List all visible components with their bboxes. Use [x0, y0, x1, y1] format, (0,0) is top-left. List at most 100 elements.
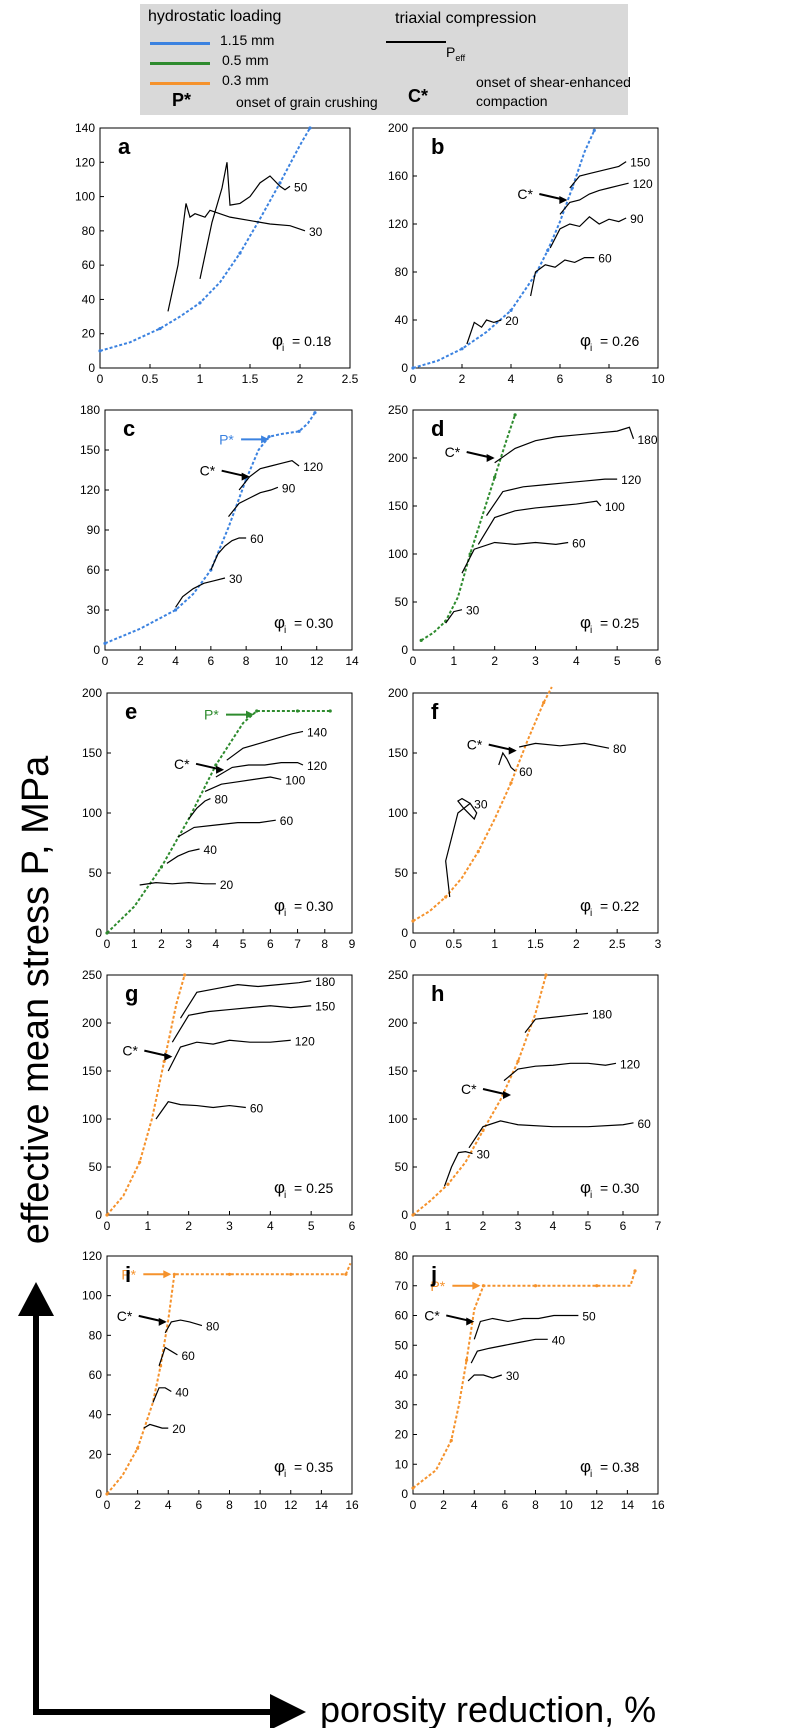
hydrostatic-point: [516, 1059, 520, 1063]
phi-subscript: i: [590, 1469, 592, 1480]
phi-subscript: i: [284, 625, 286, 636]
series-label: 40: [552, 1333, 566, 1347]
series-label: 90: [282, 481, 296, 495]
x-tick-label: 1: [491, 937, 498, 951]
triaxial-curve-150: [569, 161, 627, 189]
phi-subscript: i: [590, 625, 592, 636]
hydrostatic-point: [278, 181, 282, 185]
triaxial-curve-60: [530, 257, 595, 297]
triaxial-curve-180: [494, 426, 635, 464]
triaxial-curve-60: [210, 537, 247, 571]
y-tick-label: 0: [93, 643, 100, 657]
x-tick-label: 2: [440, 1498, 447, 1512]
y-tick-label: 30: [395, 1398, 409, 1412]
series-label: 180: [592, 1007, 612, 1021]
y-tick-label: 250: [82, 968, 102, 982]
series-label: 120: [307, 759, 327, 773]
triaxial-curve-80: [519, 742, 610, 749]
series-label: 30: [229, 572, 243, 586]
y-tick-label: 60: [89, 1368, 103, 1382]
hydrostatic-point: [544, 973, 548, 977]
arrowhead: [559, 196, 568, 204]
hydrostatic-point: [172, 1272, 176, 1276]
hydrostatic-point: [595, 1284, 599, 1288]
y-tick-label: 0: [401, 1487, 408, 1501]
panel-label: i: [125, 1262, 131, 1287]
triaxial-curve-120: [486, 478, 618, 516]
phi-symbol: φ: [274, 1457, 285, 1476]
pstar-label: P*: [204, 707, 219, 723]
arrowhead: [216, 765, 225, 774]
hydrostatic-point: [308, 126, 312, 130]
triaxial-curve-120: [215, 761, 304, 778]
series-label: 30: [474, 797, 488, 811]
hydrostatic-point: [289, 1272, 293, 1276]
cstar-label: C*: [424, 1307, 440, 1323]
triaxial-curve-40: [166, 848, 200, 864]
y-tick-label: 250: [388, 403, 408, 417]
triaxial-curve-180: [524, 1012, 589, 1033]
hydrostatic-point: [98, 349, 102, 353]
x-tick-label: 6: [349, 1219, 356, 1233]
y-tick-label: 120: [388, 217, 408, 231]
x-tick-label: 5: [240, 937, 247, 951]
phi-subscript: i: [590, 1190, 592, 1201]
arrowhead: [158, 1317, 167, 1326]
x-tick-label: 6: [267, 937, 274, 951]
x-tick-label: 0: [104, 1219, 111, 1233]
hydrostatic-point: [509, 781, 513, 785]
series-label: 20: [505, 314, 519, 328]
x-tick-label: 0: [410, 654, 417, 668]
legend-line-blue: [150, 42, 210, 45]
y-tick-label: 150: [82, 1064, 102, 1078]
y-tick-label: 100: [82, 1112, 102, 1126]
series-label: 80: [214, 793, 228, 807]
hydrostatic-point: [546, 248, 550, 252]
hydrostatic-point: [158, 326, 162, 331]
triaxial-curve-30: [467, 1374, 502, 1382]
phi-value: = 0.38: [600, 1459, 640, 1475]
plot-frame: [412, 127, 659, 369]
triaxial-curve-90: [549, 216, 627, 249]
phi-value: = 0.25: [600, 615, 640, 631]
x-tick-label: 6: [502, 1498, 509, 1512]
series-label: 180: [315, 975, 335, 989]
x-tick-label: 0: [410, 1219, 417, 1233]
series-label: 100: [285, 773, 305, 787]
x-tick-label: 0.5: [142, 372, 159, 386]
panel-label: f: [431, 699, 439, 724]
y-tick-label: 160: [388, 169, 408, 183]
series-label: 150: [630, 156, 650, 170]
x-tick-label: 2: [134, 1498, 141, 1512]
x-tick-label: 3: [515, 1219, 522, 1233]
legend-cstar-text1: onset of shear-enhanced: [476, 74, 631, 90]
triaxial-curve-40: [152, 1387, 172, 1403]
phi-symbol: φ: [580, 896, 591, 915]
hydrostatic-point: [446, 1182, 450, 1186]
phi-value: = 0.18: [292, 333, 332, 349]
series-label: 50: [294, 180, 308, 194]
hydrostatic-point: [159, 865, 164, 869]
arrowhead: [163, 1270, 172, 1279]
y-tick-label: 140: [75, 121, 95, 135]
series-label: 40: [175, 1385, 189, 1399]
x-tick-label: 10: [253, 1498, 267, 1512]
y-tick-label: 20: [395, 1428, 409, 1442]
y-tick-label: 0: [95, 1487, 102, 1501]
x-tick-label: 0: [104, 937, 111, 951]
x-tick-label: 8: [532, 1498, 539, 1512]
legend-item-1: 1.15 mm: [220, 32, 275, 48]
x-tick-label: 8: [243, 654, 250, 668]
cstar-label: C*: [517, 186, 533, 202]
x-tick-label: 10: [559, 1498, 573, 1512]
triaxial-curve-30: [167, 203, 306, 312]
triaxial-curve-120: [559, 182, 629, 215]
x-tick-label: 8: [606, 372, 613, 386]
y-tick-label: 150: [388, 1064, 408, 1078]
x-tick-label: 4: [550, 1219, 557, 1233]
series-label: 90: [630, 212, 644, 226]
triaxial-curve-100: [477, 500, 602, 545]
triaxial-curve-20: [139, 881, 216, 886]
hydrostatic-point: [227, 1272, 232, 1276]
series-label: 180: [638, 433, 658, 447]
